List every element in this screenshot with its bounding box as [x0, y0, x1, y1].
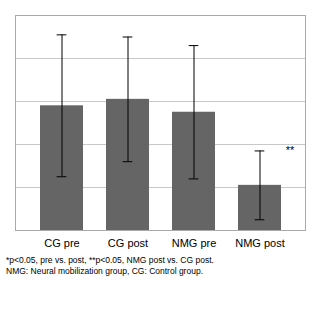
svg-text:**: **: [286, 144, 295, 156]
svg-text:CG pre: CG pre: [44, 237, 79, 249]
html-text:NMG: Neural mobilization group: NMG: Neural mobilization group, CG: Cont…: [6, 266, 203, 277]
svg-text:CG post: CG post: [108, 237, 148, 249]
svg-text:NMG pre: NMG pre: [172, 237, 217, 249]
html-text:*p<0.05, pre vs. post, **p<0.0: *p<0.05, pre vs. post, **p<0.05, NMG pos…: [6, 255, 214, 265]
svg-text:NMG post: NMG post: [235, 237, 285, 249]
